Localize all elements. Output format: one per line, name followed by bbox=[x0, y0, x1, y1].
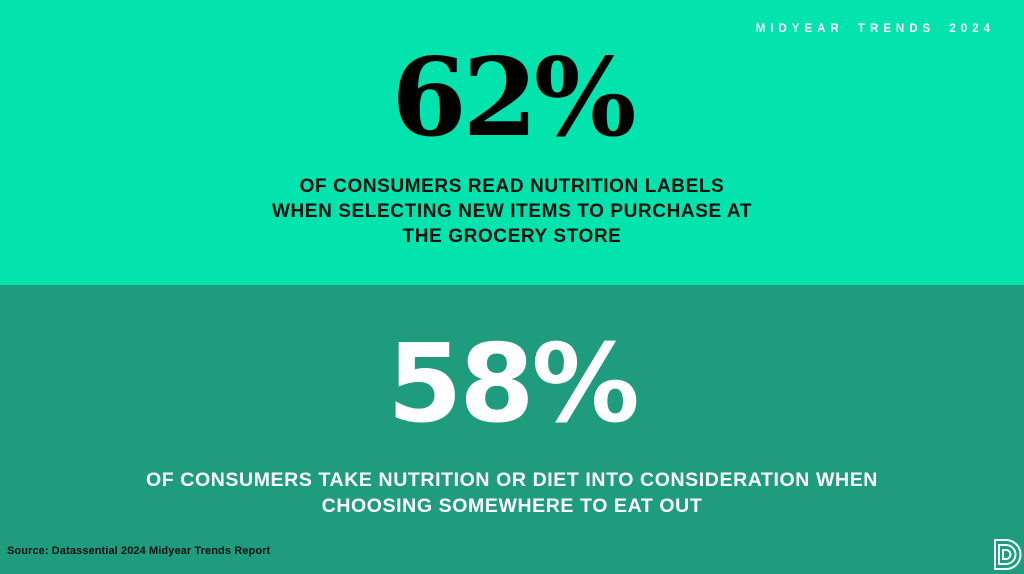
report-title-badge: MIDYEAR TRENDS 2024 bbox=[755, 23, 995, 35]
stat-description-top-line-3: THE GROCERY STORE bbox=[402, 226, 622, 247]
source-attribution: Source: Datassential 2024 Midyear Trends… bbox=[7, 545, 271, 557]
stat-description-top: OF CONSUMERS READ NUTRITION LABELS WHEN … bbox=[0, 174, 1024, 249]
stat-value-bottom: 58% bbox=[387, 322, 640, 447]
stat-description-top-line-1: OF CONSUMERS READ NUTRITION LABELS bbox=[299, 176, 725, 197]
top-stat-panel bbox=[0, 0, 1024, 285]
datassential-d-logo-icon bbox=[994, 539, 1022, 570]
stat-description-bottom-line-1: OF CONSUMERS TAKE NUTRITION OR DIET INTO… bbox=[146, 469, 878, 491]
stat-description-bottom-line-2: CHOOSING SOMEWHERE TO EAT OUT bbox=[321, 495, 703, 517]
bottom-stat-panel bbox=[0, 285, 1024, 574]
stat-description-top-line-2: WHEN SELECTING NEW ITEMS TO PURCHASE AT bbox=[271, 201, 753, 222]
stat-description-bottom: OF CONSUMERS TAKE NUTRITION OR DIET INTO… bbox=[0, 467, 1024, 519]
stat-value-top: 62% bbox=[391, 35, 637, 161]
